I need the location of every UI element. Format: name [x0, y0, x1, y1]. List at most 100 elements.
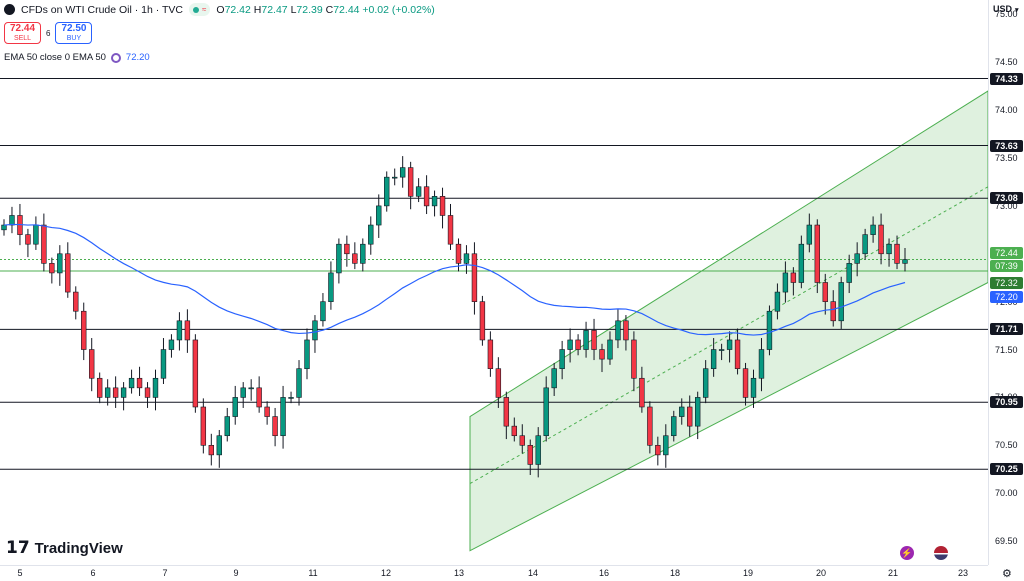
symbol-logo-icon [4, 4, 15, 15]
candle-body [208, 444, 215, 456]
candle-body [854, 253, 860, 264]
lightning-icon[interactable]: ⚡ [900, 546, 914, 560]
spread-value: 6 [46, 28, 51, 38]
price-tick-label: 69.50 [995, 536, 1018, 547]
candle-body [296, 368, 302, 398]
chevron-down-icon: ▾ [1015, 7, 1019, 14]
tradingview-logo-icon: 𝟭𝟳 [6, 538, 30, 557]
us-flag-icon[interactable] [934, 546, 948, 560]
candle-body [328, 272, 334, 302]
candle-body [320, 301, 326, 322]
candle-body [49, 263, 55, 274]
candle-body [846, 263, 852, 283]
regression-channel [469, 90, 988, 552]
candle-body [790, 272, 797, 283]
candle-body [392, 176, 398, 179]
price-axis[interactable]: USD▾ 75.0074.5074.0073.5073.0072.5072.00… [988, 0, 1024, 565]
candle-body [806, 224, 813, 245]
candle-body [886, 243, 892, 255]
market-status-badge[interactable]: ≈ [189, 3, 211, 16]
candle-body [607, 339, 613, 360]
candle-body [9, 215, 15, 226]
candle-body [878, 224, 884, 255]
symbol-title[interactable]: CFDs on WTI Crude Oil · 1h · TVC [21, 3, 184, 16]
candle-body [615, 320, 621, 341]
time-tick-label: 6 [90, 568, 96, 578]
time-tick-label: 7 [162, 568, 168, 578]
candle-body [870, 224, 876, 235]
level-price-label: 70.25 [990, 463, 1023, 476]
candle-body [782, 272, 789, 293]
sell-button[interactable]: 72.44 SELL [4, 22, 41, 44]
candle-body [687, 406, 693, 427]
time-tick-label: 21 [887, 568, 899, 578]
tradingview-watermark[interactable]: 𝟭𝟳 TradingView [6, 538, 123, 558]
candle-body [798, 243, 805, 283]
candle-body [902, 259, 908, 264]
candle-body [216, 435, 222, 456]
candle-body [694, 397, 701, 427]
candle-body [256, 387, 262, 408]
candle-body [734, 339, 741, 369]
candle-body [336, 243, 342, 274]
time-tick-label: 13 [453, 568, 465, 578]
time-tick-label: 20 [815, 568, 827, 578]
level-price-label: 71.71 [990, 323, 1023, 336]
candle-body [399, 167, 406, 178]
price-tick-label: 70.00 [995, 488, 1018, 499]
candle-body [136, 377, 143, 389]
candle-body [25, 234, 31, 245]
candle-body [104, 387, 111, 398]
last-price-label: 72.44 [990, 246, 1023, 259]
candle-body [431, 196, 438, 207]
candle-body [152, 377, 159, 398]
candle-body [384, 176, 390, 207]
time-tick-label: 5 [17, 568, 23, 578]
candle-body [81, 310, 87, 350]
candle-body [710, 349, 717, 369]
chart-area[interactable] [0, 0, 988, 565]
candle-body [168, 339, 175, 350]
settings-gear-icon[interactable]: ⚙ [1002, 568, 1012, 580]
indicator-label: EMA 50 close 0 EMA 50 [4, 52, 106, 63]
waves-icon: ≈ [202, 5, 207, 14]
price-tick-label: 70.50 [995, 440, 1018, 451]
time-tick-label: 16 [598, 568, 610, 578]
price-tick-label: 74.00 [995, 105, 1018, 116]
candle-body [128, 377, 135, 389]
candle-body [750, 377, 757, 398]
candle-body [726, 339, 733, 350]
candle-body [280, 397, 286, 437]
price-tick-label: 74.50 [995, 57, 1018, 68]
candle-body [33, 224, 39, 245]
currency-selector[interactable]: USD ▾ [993, 4, 1019, 14]
candle-body [344, 243, 350, 255]
price-chart[interactable] [0, 0, 988, 565]
candle-body [200, 406, 207, 446]
buy-price-label: 72.32 [990, 277, 1023, 289]
candle-body [232, 397, 238, 417]
candle-body [822, 282, 828, 302]
candle-body [671, 416, 677, 437]
level-price-label: 74.33 [990, 72, 1023, 85]
candle-body [639, 377, 645, 408]
candle-body [559, 349, 565, 369]
candle-body [471, 253, 478, 302]
candle-body [551, 368, 557, 389]
indicator-legend[interactable]: EMA 50 close 0 EMA 50 72.20 [4, 52, 150, 63]
trade-panel: 72.44 SELL 6 72.50 BUY [4, 22, 93, 44]
market-open-icon [193, 6, 200, 13]
candle-body [288, 397, 294, 399]
time-tick-label: 11 [308, 568, 318, 578]
candle-body [89, 349, 95, 379]
buy-button[interactable]: 72.50 BUY [55, 22, 93, 44]
candle-body [312, 320, 318, 341]
channel-midline [469, 186, 988, 485]
candle-body [567, 339, 573, 350]
candle-body [352, 253, 358, 264]
candle-body [774, 291, 781, 312]
candle-body [838, 282, 844, 322]
level-price-label: 73.63 [990, 139, 1023, 152]
candle-body [766, 310, 773, 350]
time-axis[interactable]: 5 6 7 9 11 12 13 14 16 18 19 20 21 23 [0, 565, 988, 581]
